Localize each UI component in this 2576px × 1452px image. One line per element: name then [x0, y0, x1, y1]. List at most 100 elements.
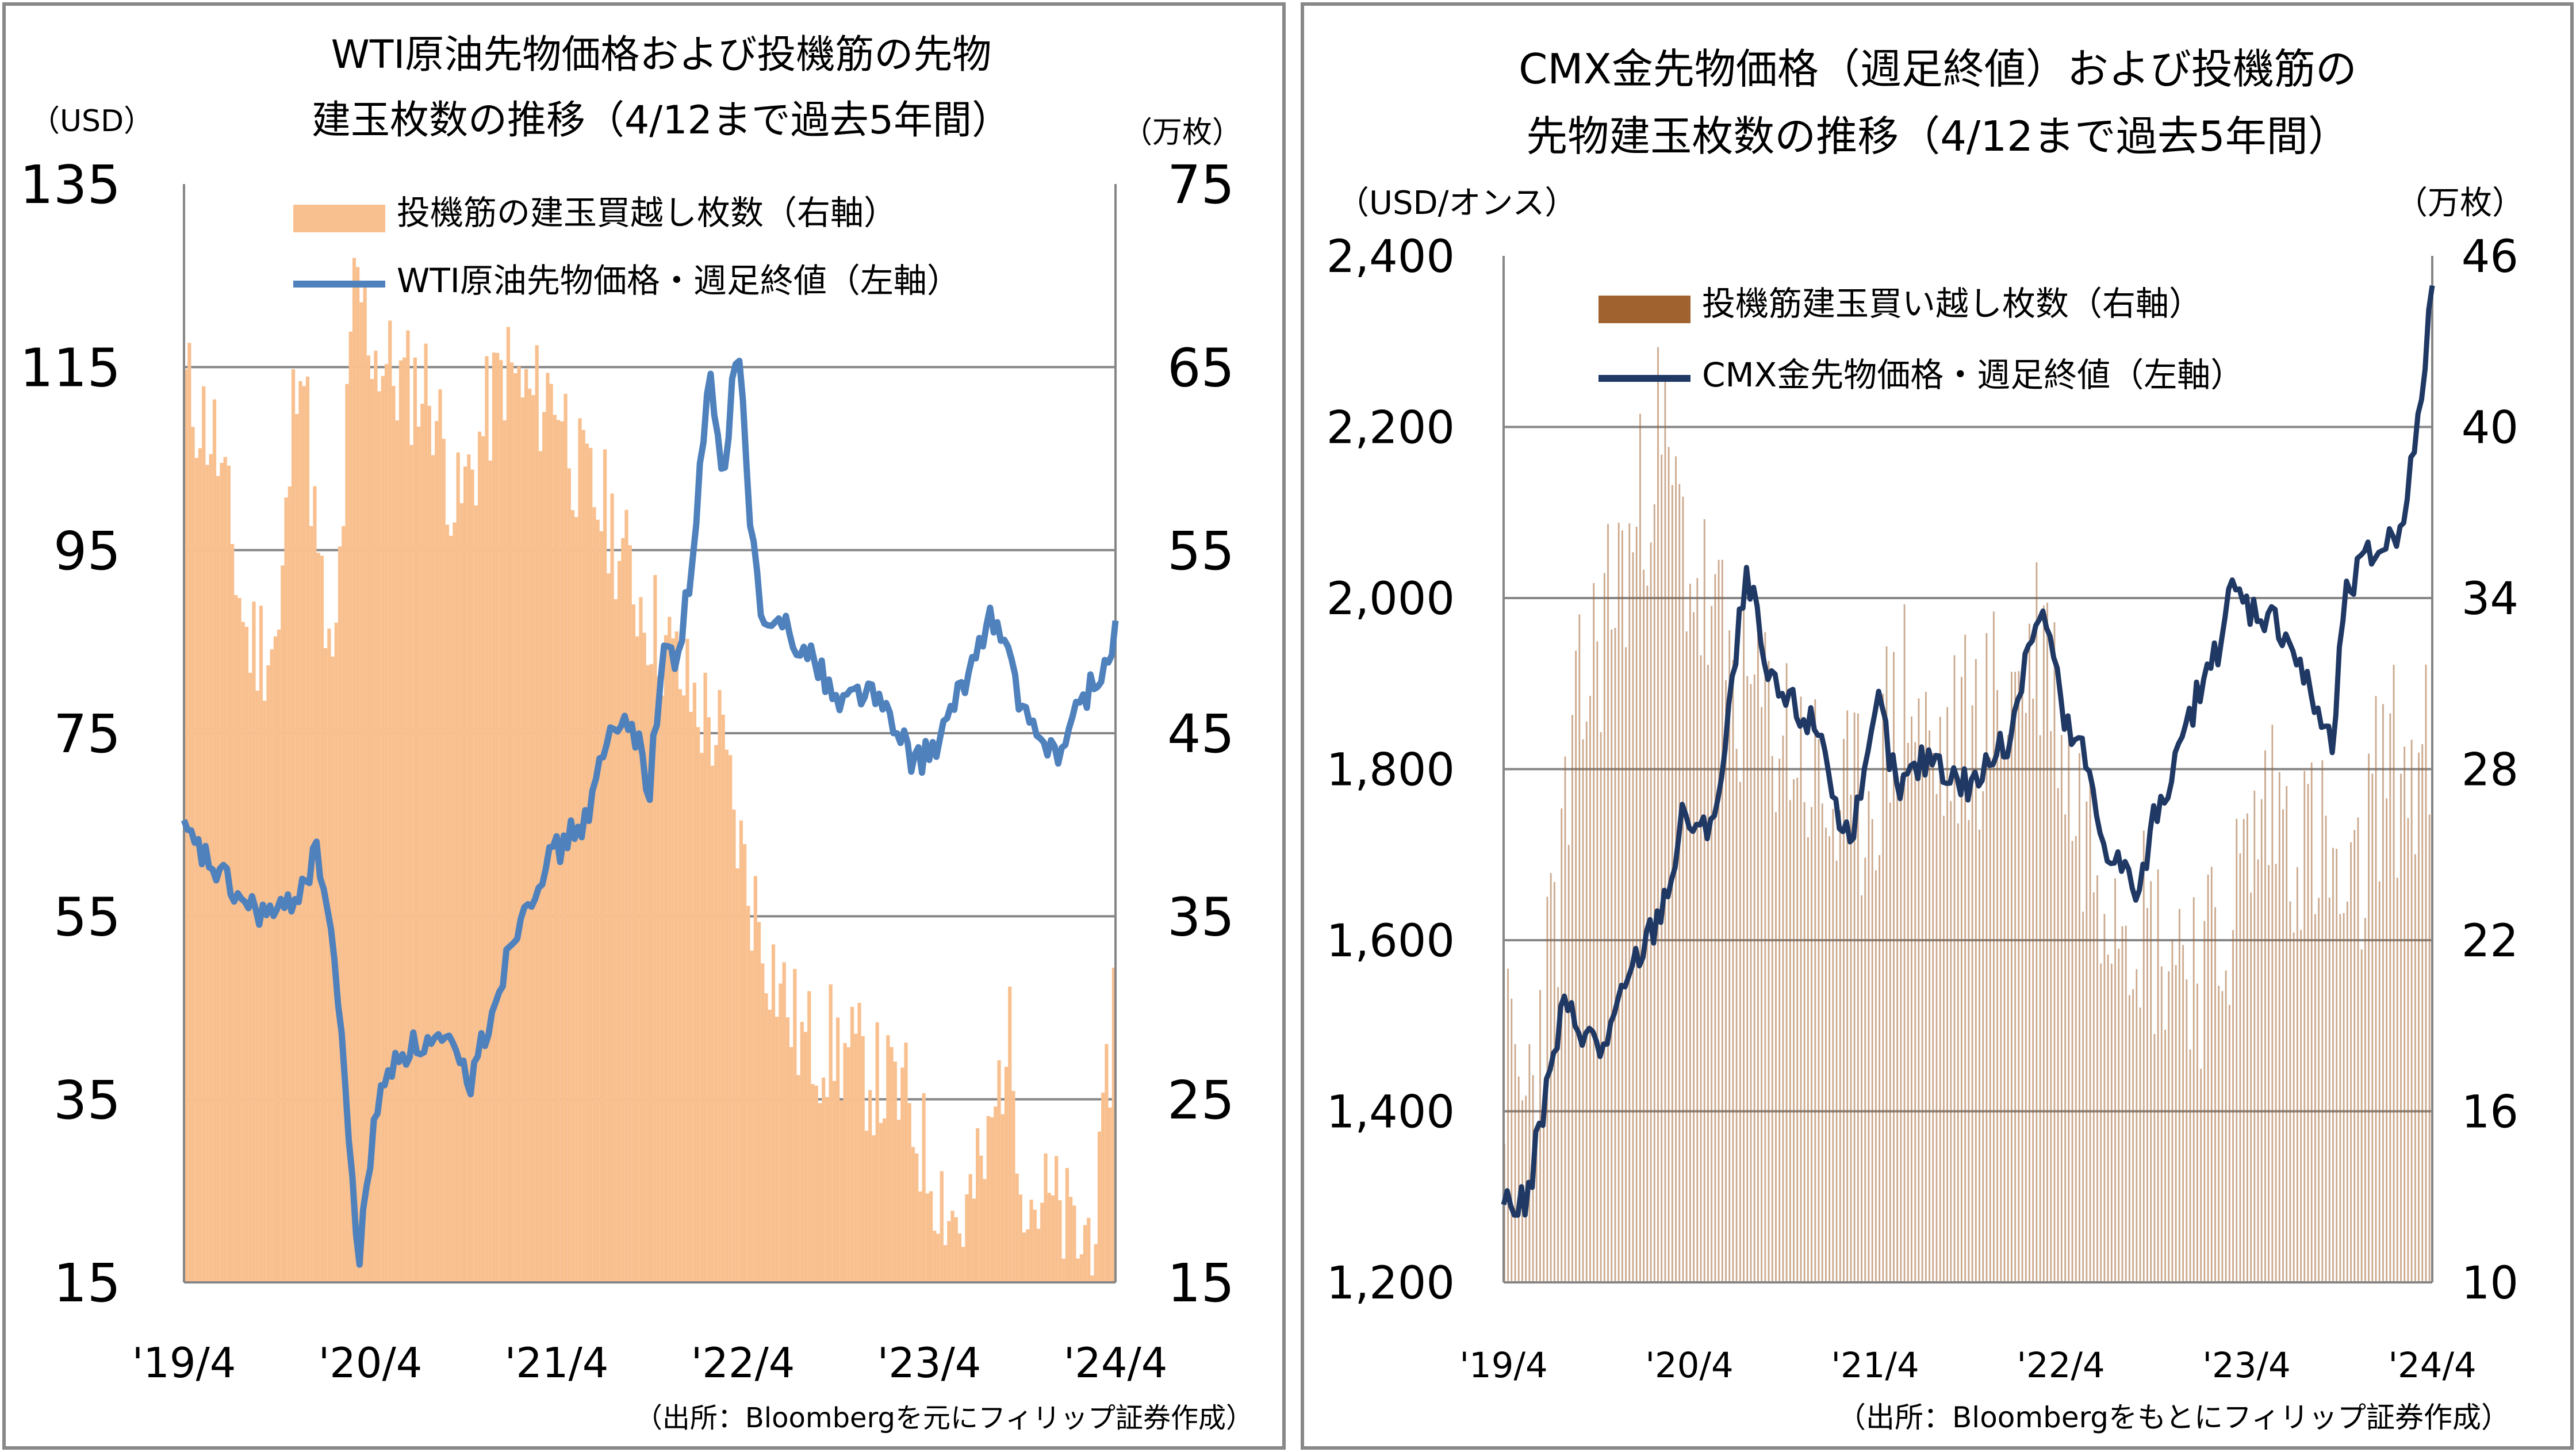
- volume-bar: [2153, 1034, 2156, 1282]
- volume-bar: [2428, 814, 2431, 1282]
- volume-bar: [718, 689, 722, 1282]
- volume-bar: [1746, 676, 1749, 1282]
- volume-bar: [2293, 932, 2295, 1282]
- volume-bar: [363, 282, 367, 1282]
- volume-bar: [793, 968, 797, 1282]
- volume-bar: [456, 452, 460, 1282]
- volume-bar: [668, 616, 672, 1282]
- volume-bar: [2129, 995, 2130, 1282]
- volume-bar: [1975, 658, 1977, 1282]
- x-tick: '21/4: [1831, 1346, 1919, 1386]
- volume-bar: [1011, 1091, 1015, 1282]
- volume-bar: [2378, 881, 2380, 1282]
- volume-bar: [370, 379, 374, 1282]
- volume-bar: [1514, 1044, 1516, 1282]
- volume-bar: [348, 331, 352, 1282]
- y-left-tick: 1,800: [1327, 745, 1455, 796]
- volume-bar: [453, 522, 457, 1282]
- y-right-tick: 45: [1167, 703, 1235, 765]
- volume-bar: [2325, 815, 2327, 1282]
- volume-bar: [2242, 819, 2245, 1282]
- volume-bar: [2368, 753, 2370, 1282]
- volume-bar: [857, 1002, 861, 1282]
- volume-bar: [1539, 990, 1541, 1282]
- volume-bar: [2068, 727, 2070, 1282]
- volume-bar: [2092, 892, 2095, 1282]
- volume-bar: [1907, 742, 1909, 1282]
- y-left-tick: 75: [53, 703, 121, 765]
- volume-bar: [1700, 655, 1702, 1282]
- volume-bar: [374, 350, 378, 1283]
- volume-bar: [757, 922, 761, 1282]
- y-right-unit: （万枚）: [1122, 116, 1242, 150]
- volume-bar: [2225, 970, 2227, 1282]
- volume-bar: [513, 373, 518, 1282]
- volume-bar: [796, 1075, 800, 1282]
- volume-bar: [1557, 987, 1559, 1282]
- y-right-tick: 10: [2462, 1258, 2518, 1309]
- volume-bar: [703, 672, 707, 1282]
- volume-bar: [2296, 867, 2298, 1282]
- volume-bar: [2175, 965, 2177, 1282]
- y-left-tick: 2,200: [1327, 403, 1455, 454]
- y-left-tick: 2,400: [1327, 231, 1455, 283]
- volume-bar: [843, 1043, 847, 1282]
- volume-bar: [1061, 1258, 1065, 1282]
- volume-bar: [735, 868, 739, 1282]
- volume-bar: [846, 1047, 850, 1282]
- volume-bar: [1843, 738, 1845, 1282]
- volume-bar: [968, 1174, 972, 1282]
- volume-bar: [1725, 680, 1727, 1282]
- volume-bar: [1678, 484, 1681, 1282]
- volume-bar: [2035, 562, 2038, 1282]
- volume-bar: [653, 575, 657, 1282]
- volume-bar: [1696, 578, 1699, 1283]
- volume-bar: [578, 418, 582, 1282]
- volume-bar: [607, 573, 611, 1282]
- volume-bar: [2375, 696, 2377, 1282]
- volume-bar: [1535, 1125, 1538, 1282]
- volume-bar: [2053, 622, 2056, 1282]
- volume-bar: [1832, 809, 1834, 1282]
- volume-bar: [1044, 1153, 1048, 1282]
- volume-bar: [1739, 781, 1741, 1282]
- y-right-tick: 15: [1167, 1252, 1235, 1314]
- volume-bar: [2136, 969, 2138, 1282]
- volume-bar: [496, 353, 500, 1283]
- volume-bar: [1864, 857, 1866, 1282]
- volume-bar: [538, 451, 543, 1282]
- volume-bar: [2114, 878, 2116, 1282]
- volume-bar: [2000, 736, 2002, 1282]
- volume-bar: [392, 386, 396, 1283]
- volume-bar: [624, 509, 628, 1282]
- volume-bar: [324, 648, 328, 1282]
- volume-bar: [2189, 1049, 2191, 1282]
- volume-bar: [1550, 873, 1552, 1282]
- volume-bar: [2214, 907, 2216, 1282]
- volume-bar: [1578, 614, 1581, 1282]
- volume-bar: [1946, 707, 1949, 1282]
- volume-bar: [1065, 1168, 1069, 1282]
- volume-bar: [1661, 454, 1663, 1283]
- volume-bar: [2260, 799, 2263, 1282]
- volume-bar: [1968, 819, 1970, 1282]
- volume-bar: [570, 510, 575, 1283]
- volume-bar: [2064, 814, 2067, 1282]
- volume-bar: [2042, 605, 2045, 1282]
- y-right-tick: 25: [1167, 1070, 1235, 1131]
- volume-bar: [1789, 800, 1791, 1282]
- volume-bar: [864, 1131, 869, 1282]
- volume-bar: [911, 1147, 915, 1282]
- volume-bar: [1087, 1217, 1091, 1282]
- volume-bar: [861, 1036, 865, 1282]
- volume-bar: [1685, 631, 1688, 1282]
- volume-bar: [1033, 1209, 1037, 1282]
- volume-bar: [1105, 1044, 1109, 1282]
- volume-bar: [1885, 646, 1888, 1282]
- volume-bar: [535, 345, 539, 1282]
- volume-bar: [1764, 632, 1766, 1282]
- volume-bar: [678, 689, 683, 1282]
- volume-bar: [2314, 914, 2316, 1282]
- volume-bar: [1029, 1200, 1033, 1282]
- volume-bar: [825, 1097, 829, 1282]
